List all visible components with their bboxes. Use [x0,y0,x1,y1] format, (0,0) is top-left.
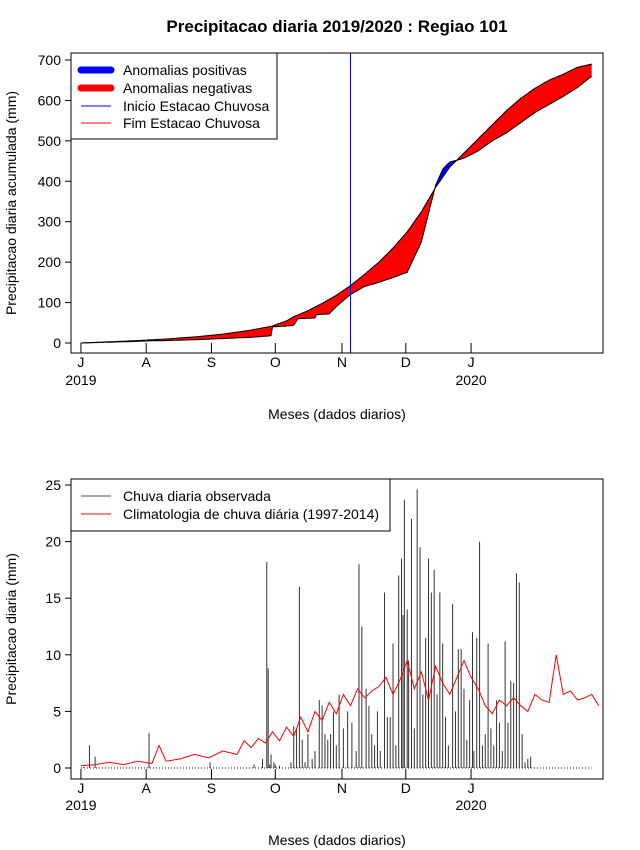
y-tick-label: 0 [53,760,61,776]
x-tick-label: S [207,354,216,370]
y-tick-label: 700 [38,52,62,68]
y-axis-label-top: Precipitacao diaria acumulada (mm) [3,91,19,315]
y-tick-label: 300 [38,214,62,230]
observed-cumulative-line [80,75,592,344]
x-tick-label: O [270,780,281,796]
year-label: 2019 [65,372,96,388]
year-label: 2020 [455,372,486,388]
climatology-cumulative-line [80,63,592,344]
negative-anomaly-area [456,64,592,161]
x-tick-label: O [270,354,281,370]
legend-label-positive: Anomalias positivas [123,62,247,78]
y-tick-label: 25 [45,477,61,493]
y-tick-label: 500 [38,133,62,149]
y-tick-label: 15 [45,590,61,606]
legend-bottom: Chuva diaria observada Climatologia de c… [70,478,391,532]
x-axis-label-bottom: Meses (dados diarios) [268,832,406,848]
x-axis-top: J A S O N D J 2019 2020 [65,343,487,388]
legend-top: Anomalias positivas Anomalias negativas … [70,52,278,140]
legend-label-end: Fim Estacao Chuvosa [123,115,260,131]
y-tick-label: 10 [45,647,61,663]
cumulative-lines [80,63,592,344]
legend-label-climatology: Climatologia de chuva diária (1997-2014) [123,506,379,522]
year-label: 2019 [65,797,96,813]
x-tick-label: A [142,354,152,370]
legend-label-start: Inicio Estacao Chuvosa [123,98,270,114]
y-tick-label: 0 [53,335,61,351]
daily-rain-bars [83,489,532,768]
climatology-line [80,654,600,767]
x-tick-label: J [468,780,475,796]
x-axis-label-top: Meses (dados diarios) [268,406,406,422]
y-tick-label: 100 [38,295,62,311]
cumulative-chart: Precipitacao diaria 2019/2020 : Regiao 1… [3,17,604,422]
legend-box-bottom [70,478,391,532]
y-axis-top: 0 100 200 300 400 500 600 700 [38,52,71,351]
x-tick-label: J [77,780,84,796]
year-label: 2020 [455,797,486,813]
chart-title: Precipitacao diaria 2019/2020 : Regiao 1… [166,17,507,36]
x-tick-label: S [207,780,216,796]
x-tick-label: D [401,780,411,796]
legend-label-observed: Chuva diaria observada [123,488,271,504]
x-tick-label: N [337,780,347,796]
x-tick-label: D [401,354,411,370]
y-tick-label: 600 [38,92,62,108]
y-axis-bottom: 0 5 10 15 20 25 [45,477,71,776]
y-tick-label: 20 [45,534,61,550]
x-tick-label: N [337,354,347,370]
y-tick-label: 200 [38,254,62,270]
y-axis-label-bottom: Precipitacao diaria (mm) [3,553,19,705]
y-tick-label: 5 [53,703,61,719]
x-tick-label: J [77,354,84,370]
x-tick-label: J [468,354,475,370]
legend-label-negative: Anomalias negativas [123,80,252,96]
x-tick-label: A [142,780,152,796]
y-tick-label: 400 [38,173,62,189]
